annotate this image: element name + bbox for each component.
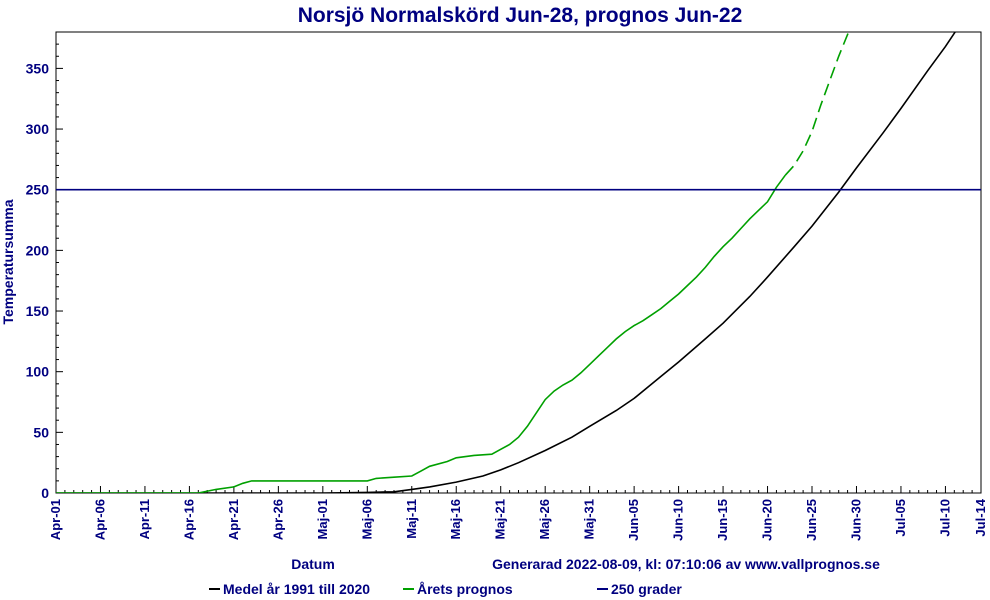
y-tick-label: 300 xyxy=(26,121,50,137)
x-axis: Apr-01 Apr-06 Apr-11 Apr-16 Apr-21 Apr-26 Maj-… xyxy=(48,486,988,541)
x-tick-label: Maj-16 xyxy=(448,499,463,539)
normal-series-line xyxy=(56,32,957,493)
plot-frame xyxy=(55,31,982,494)
series-layer xyxy=(56,32,981,493)
x-tick-label: Maj-06 xyxy=(359,499,374,539)
generated-note: Generarad 2022-08-09, kl: 07:10:06 av ww… xyxy=(492,556,880,572)
x-tick-label: Maj-26 xyxy=(537,499,552,539)
x-tick-label: Apr-06 xyxy=(92,499,107,540)
x-tick-label: Apr-16 xyxy=(181,499,196,540)
y-tick-label: 150 xyxy=(26,303,50,319)
x-tick-label: Maj-01 xyxy=(315,499,330,539)
x-tick-label: Jul-05 xyxy=(893,499,908,537)
forecast-series-line-forecast xyxy=(784,32,850,176)
x-tick-label: Jul-14 xyxy=(973,498,988,536)
x-tick-label: Apr-21 xyxy=(226,499,241,540)
legend-label: 250 grader xyxy=(611,581,682,597)
x-tick-label: Jun-15 xyxy=(715,499,730,541)
chart-title: Norsjö Normalskörd Jun-28, prognos Jun-2… xyxy=(298,4,743,27)
x-tick-label: Jun-30 xyxy=(848,499,863,541)
x-tick-label: Jul-10 xyxy=(937,499,952,537)
x-tick-label: Maj-21 xyxy=(493,499,508,539)
y-tick-label: 100 xyxy=(26,364,50,380)
y-tick-label: 200 xyxy=(26,242,50,258)
y-tick-label: 350 xyxy=(26,60,50,76)
y-axis-label: Temperatursumma xyxy=(0,199,16,324)
legend-label: Årets prognos xyxy=(417,581,513,597)
x-tick-label: Apr-26 xyxy=(270,499,285,540)
x-tick-label: Jun-10 xyxy=(671,499,686,541)
x-tick-label: Maj-11 xyxy=(404,499,419,539)
x-axis-label: Datum xyxy=(291,556,335,572)
x-tick-label: Apr-11 xyxy=(137,499,152,539)
forecast-series-line xyxy=(56,174,786,493)
x-tick-label: Jun-25 xyxy=(804,499,819,541)
x-tick-label: Maj-31 xyxy=(582,499,597,539)
x-tick-label: Apr-01 xyxy=(48,499,63,540)
x-tick-label: Jun-05 xyxy=(626,499,641,541)
legend-label: Medel år 1991 till 2020 xyxy=(223,581,370,597)
y-tick-label: 50 xyxy=(33,424,49,440)
x-tick-label: Jun-20 xyxy=(760,499,775,541)
y-tick-label: 250 xyxy=(26,182,50,198)
chart-legend: Medel år 1991 till 2020 Årets prognos 250 … xyxy=(209,581,682,597)
y-axis: 0 50 100 150 200 250 300 350 xyxy=(26,31,63,501)
y-tick-label: 0 xyxy=(41,485,49,501)
